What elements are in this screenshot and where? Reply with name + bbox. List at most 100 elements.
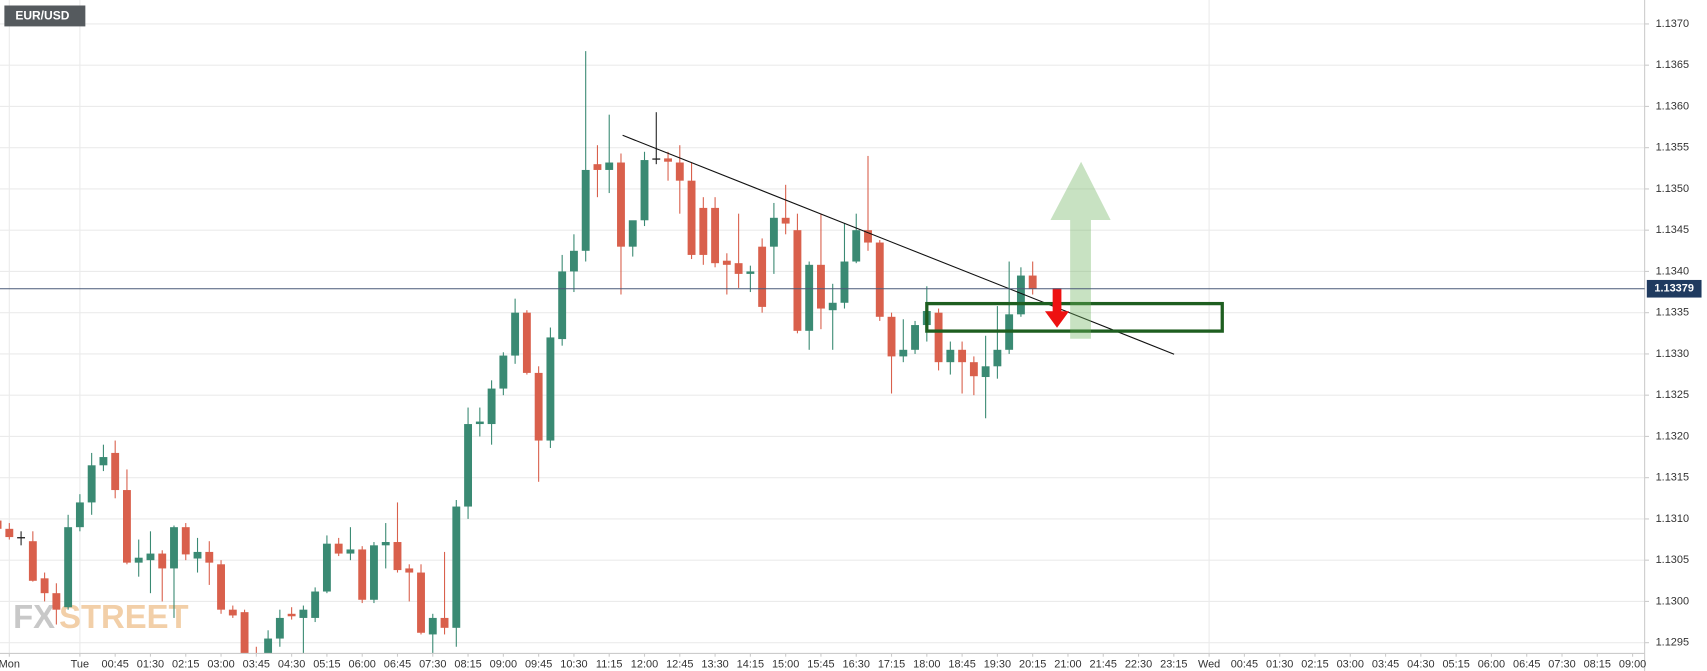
x-tick-label: 03:45 <box>243 658 270 670</box>
candle-body <box>17 537 26 539</box>
candle-body <box>946 349 955 363</box>
y-tick-label: 1.1340 <box>1656 265 1689 277</box>
candle-body <box>581 169 590 251</box>
candle-body <box>193 551 202 559</box>
candle-body <box>405 568 414 573</box>
trend-line <box>622 134 1175 355</box>
candle-body <box>593 164 602 170</box>
candle-body <box>428 617 437 635</box>
candle-body <box>534 372 543 441</box>
y-tick-label: 1.1365 <box>1656 59 1689 71</box>
candle-body <box>358 549 367 600</box>
candle-body <box>475 421 484 425</box>
candle-body <box>781 217 790 224</box>
x-tick-label: 12:00 <box>631 658 658 670</box>
y-tick-label: 1.1350 <box>1656 183 1689 195</box>
candle-body <box>487 388 496 425</box>
candle-body <box>605 162 614 170</box>
y-tick-label: 1.1335 <box>1656 307 1689 319</box>
candle-body <box>64 527 73 608</box>
last-price-badge <box>1646 279 1702 298</box>
candle-body <box>28 541 37 581</box>
candle-body <box>934 312 943 363</box>
x-tick-label: 11:15 <box>596 658 623 670</box>
candle-body <box>875 242 884 317</box>
grid <box>0 0 1645 654</box>
candle-body <box>299 609 308 618</box>
x-tick-label: 09:45 <box>525 658 552 670</box>
y-tick-label: 1.1370 <box>1656 18 1689 30</box>
candle-body <box>546 337 555 441</box>
x-tick-label: 05:15 <box>313 658 340 670</box>
candle-body <box>640 160 649 221</box>
x-tick-label: 21:00 <box>1054 658 1081 670</box>
candle-body <box>0 520 2 529</box>
x-tick-label: 13:30 <box>701 658 728 670</box>
x-tick-label: 00:45 <box>101 658 128 670</box>
x-tick-label: 08:15 <box>454 658 481 670</box>
down-arrow <box>1044 288 1070 328</box>
y-tick-label: 1.1360 <box>1656 100 1689 112</box>
x-tick-label: Tue <box>71 658 89 670</box>
watermark-fx: FX <box>13 598 55 635</box>
x-tick-label: 12:45 <box>666 658 693 670</box>
x-tick-label: 20:15 <box>1019 658 1046 670</box>
x-tick-label: 03:45 <box>1372 658 1399 670</box>
candle-body <box>722 260 731 265</box>
candle-body <box>793 230 802 331</box>
candle-body <box>75 502 84 528</box>
candle-body <box>1028 275 1037 289</box>
candle-body <box>734 263 743 274</box>
candle-body <box>417 572 425 633</box>
y-tick-label: 1.1325 <box>1656 389 1689 401</box>
candle-body <box>699 207 708 255</box>
candle-body <box>499 355 508 389</box>
candle-body <box>899 349 908 357</box>
y-tick-label: 1.1355 <box>1656 142 1689 154</box>
up-arrow <box>1050 161 1111 339</box>
chart-title: EUR/USD <box>15 9 69 23</box>
candles <box>0 51 1037 654</box>
x-tick-label: 05:15 <box>1442 658 1469 670</box>
candle-body <box>123 490 131 563</box>
candle-body <box>887 316 896 357</box>
x-tick-label: 18:45 <box>948 658 975 670</box>
x-tick-label: 14:15 <box>737 658 764 670</box>
x-tick-label: 19:30 <box>984 658 1011 670</box>
zone-box <box>925 301 1224 333</box>
annotations <box>622 134 1224 355</box>
y-tick-label: 1.1300 <box>1656 595 1689 607</box>
watermark: FX STREET <box>13 598 188 635</box>
candle-body <box>828 302 837 311</box>
candle-body <box>558 271 567 340</box>
candle-body <box>911 325 919 350</box>
y-tick-label: 1.1320 <box>1656 430 1689 442</box>
candle-body <box>511 312 520 356</box>
candle-body <box>981 366 990 378</box>
candle-body <box>522 312 531 373</box>
x-tick-label: 03:00 <box>1337 658 1364 670</box>
candle-body <box>758 246 767 307</box>
x-tick-label: 02:15 <box>172 658 199 670</box>
x-tick-label: 01:30 <box>137 658 164 670</box>
x-tick-label: 04:30 <box>1407 658 1434 670</box>
candle-body <box>464 424 473 507</box>
candle-body <box>746 271 755 274</box>
candle-body <box>687 180 696 255</box>
candle-body <box>52 593 61 610</box>
candle-body <box>111 452 120 491</box>
candle-body <box>864 230 872 243</box>
x-tick-label: 16:30 <box>843 658 870 670</box>
candle-body <box>969 362 978 377</box>
candle-body <box>228 609 237 616</box>
y-tick-label: 1.1305 <box>1656 554 1689 566</box>
x-tick-label: 01:30 <box>1266 658 1293 670</box>
candle-body <box>205 551 214 563</box>
candle-body <box>287 613 296 617</box>
candle-body <box>958 349 967 363</box>
candle-body <box>311 591 320 618</box>
candle-body <box>569 250 578 272</box>
